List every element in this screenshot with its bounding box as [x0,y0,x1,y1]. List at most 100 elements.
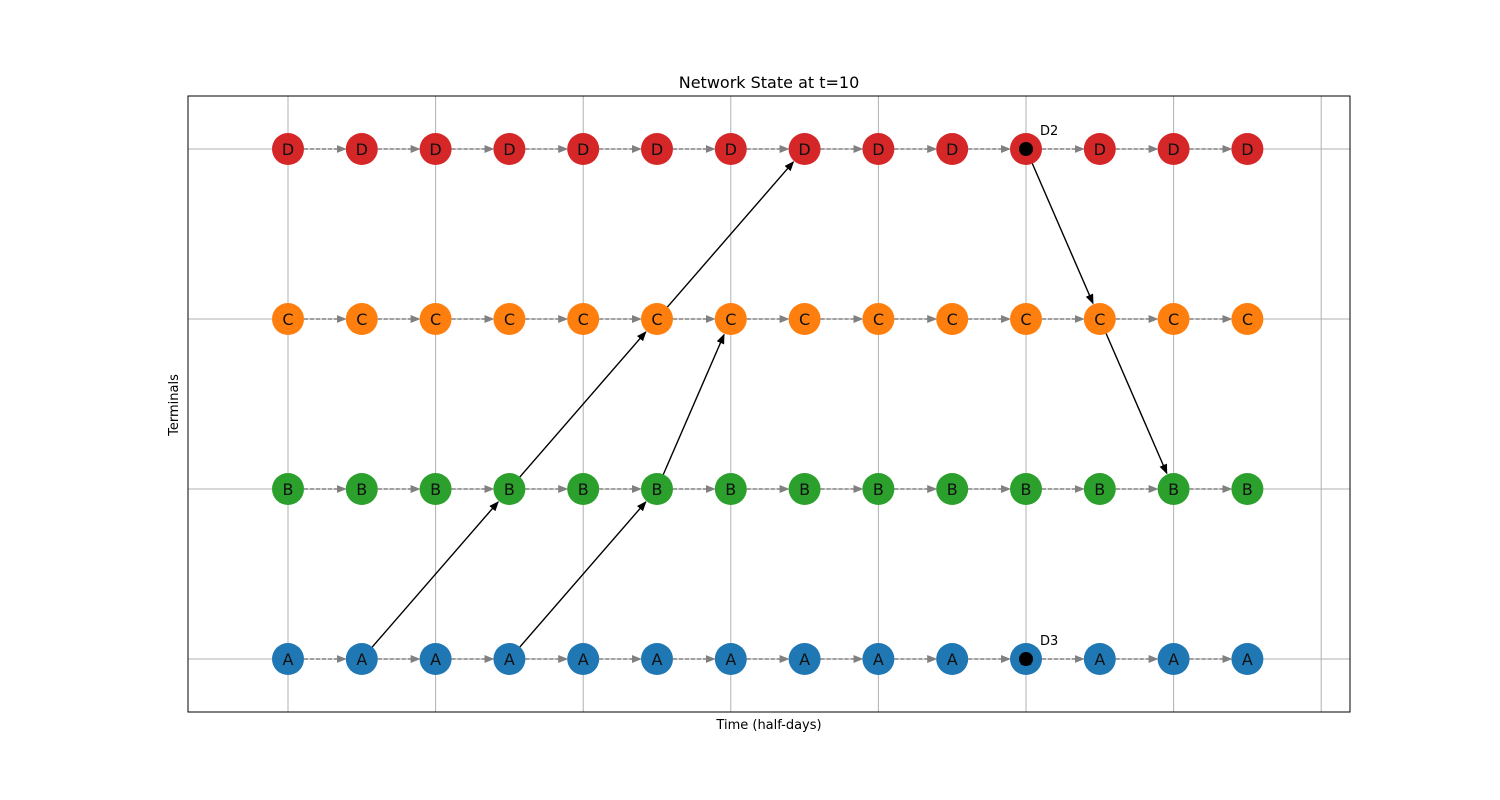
node-label: C [1242,310,1253,329]
node-label: B [947,480,958,499]
node-B-5: B [641,473,673,505]
node-label: B [1168,480,1179,499]
node-circle [567,133,600,165]
node-circle [567,303,600,335]
node-B-2: B [419,473,452,505]
node-circle [714,643,747,675]
node-B-0: B [272,473,304,505]
node-label: B [652,480,663,499]
node-A-3: A [493,643,526,675]
node-C-5: C [641,303,673,335]
node-label: A [578,650,589,669]
node-circle [788,643,821,675]
node-circle [641,133,673,165]
node-circle [862,473,895,505]
node-label: A [947,650,958,669]
node-circle [1157,473,1190,505]
node-C-6: C [714,303,747,335]
node-label: D [946,140,958,159]
node-D-8: D [862,133,895,165]
node-D-5: D [641,133,673,165]
node-circle [862,643,895,675]
node-A-5: A [641,643,673,675]
marker-label: D3 [1040,634,1058,649]
node-label: B [504,480,515,499]
node-label: A [1094,650,1105,669]
node-circle [641,643,673,675]
node-B-11: B [1083,473,1116,505]
node-label: D [577,140,589,159]
node-circle [641,303,673,335]
node-A-9: A [936,643,969,675]
node-label: A [725,650,736,669]
node-label: A [430,650,441,669]
node-A-6: A [714,643,747,675]
node-D-2: D [419,133,452,165]
node-circle [788,473,821,505]
node-label: D [1167,140,1179,159]
node-C-0: C [272,303,304,335]
grid-layer [188,96,1350,712]
node-D-4: D [567,133,600,165]
node-circle [345,303,378,335]
node-C-12: C [1157,303,1190,335]
node-label: C [282,310,293,329]
node-label: C [1168,310,1179,329]
node-circle [345,473,378,505]
node-A-2: A [419,643,452,675]
node-C-4: C [567,303,600,335]
node-label: A [283,650,294,669]
node-D-12: D [1157,133,1190,165]
node-circle [272,643,304,675]
node-D-11: D [1083,133,1116,165]
node-layer: AAAAAAAAAAAAAABBBBBBBBBBBBBBCCCCCCCCCCCC… [272,133,1264,675]
node-circle [1083,133,1116,165]
node-label: B [1242,480,1253,499]
node-label: B [356,480,367,499]
node-circle [1231,133,1264,165]
node-C-8: C [862,303,895,335]
node-circle [272,303,304,335]
node-B-9: B [936,473,969,505]
marker-layer: D2 D3 [1019,124,1058,666]
node-label: A [873,650,884,669]
marker-dot [1019,652,1033,666]
transfer-edge-A3-B5 [516,501,647,651]
node-label: D [651,140,663,159]
node-label: C [1020,310,1031,329]
node-A-8: A [862,643,895,675]
node-circle [1010,473,1042,505]
chart-title: Network State at t=10 [679,73,860,92]
node-B-1: B [345,473,378,505]
node-label: C [651,310,662,329]
time-edge-layer [304,145,1233,663]
node-label: D [725,140,737,159]
node-label: A [504,650,515,669]
node-C-7: C [788,303,821,335]
node-B-12: B [1157,473,1190,505]
node-circle [936,133,969,165]
node-label: C [504,310,515,329]
node-label: C [356,310,367,329]
node-label: D [1094,140,1106,159]
transfer-edge-B3-C5 [516,331,647,481]
node-circle [493,303,526,335]
node-B-4: B [567,473,600,505]
node-label: D [282,140,294,159]
plot-frame [187,95,1351,713]
node-circle [1231,303,1264,335]
node-circle [1083,643,1116,675]
node-circle [936,643,969,675]
x-axis-label: Time (half-days) [715,718,821,733]
node-circle [1231,643,1264,675]
node-label: D [872,140,884,159]
node-A-1: A [345,643,378,675]
node-B-6: B [714,473,747,505]
node-label: C [725,310,736,329]
node-circle [936,303,969,335]
node-label: B [283,480,294,499]
node-C-11: C [1083,303,1116,335]
node-A-11: A [1083,643,1116,675]
marker-D2: D2 [1019,124,1058,156]
node-circle [419,643,452,675]
